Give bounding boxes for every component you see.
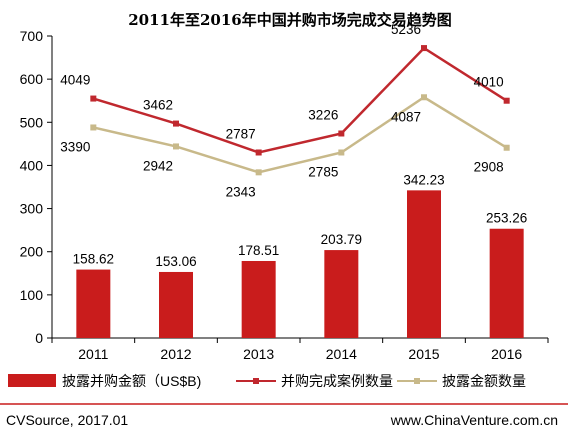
bar	[76, 269, 111, 338]
x-tick-label: 2015	[408, 346, 439, 362]
y-tick-label: 100	[20, 287, 44, 303]
y-tick-label: 400	[20, 157, 44, 173]
series-data-label: 3390	[60, 139, 90, 154]
y-tick-label: 0	[35, 330, 43, 346]
series-data-label: 5236	[391, 22, 421, 37]
legend-bar-swatch	[8, 374, 56, 387]
line-series: 4049 3462 2787 3226 5236 4010 3390 2942 2343 2785…	[60, 22, 510, 199]
series-marker	[255, 149, 262, 156]
series-marker	[255, 169, 262, 176]
bar-data-label: 158.62	[73, 252, 114, 267]
series-marker	[173, 143, 179, 150]
series-marker	[421, 45, 427, 52]
series-marker	[338, 149, 345, 156]
y-tick-label: 600	[20, 71, 44, 87]
series-line	[92, 46, 508, 154]
series-data-label: 3462	[143, 98, 173, 113]
series-line	[93, 95, 508, 174]
series-marker	[421, 94, 427, 101]
bar-data-label: 153.06	[155, 254, 196, 269]
series-data-label: 2942	[143, 158, 173, 173]
x-tick-label: 2014	[326, 346, 357, 362]
y-tick-label: 200	[20, 244, 44, 260]
series-marker	[90, 124, 97, 131]
bar-series: 158.62 153.06 178.51 203.79 342.23 253.26	[73, 172, 527, 338]
series-marker	[173, 120, 179, 127]
bar	[159, 271, 193, 338]
series-data-label: 4049	[60, 73, 90, 88]
chart-title: 2011年至2016年中国并购市场完成交易趋势图	[128, 11, 452, 29]
x-tick-label: 2012	[160, 346, 191, 362]
y-tick-label: 300	[20, 201, 44, 217]
series-marker	[90, 95, 97, 102]
x-tick-label: 2016	[491, 346, 522, 362]
bar	[241, 260, 276, 338]
series-marker	[503, 144, 510, 151]
series-data-label: 2787	[226, 126, 256, 141]
series-marker	[503, 97, 510, 104]
website-text: www.ChinaVenture.com.cn	[390, 412, 558, 428]
legend-line-marker	[414, 378, 420, 384]
legend-line-label: 披露金额数量	[442, 373, 526, 389]
bar-data-label: 342.23	[403, 172, 444, 187]
series-data-label: 4087	[391, 109, 421, 124]
bar-data-label: 178.51	[238, 243, 279, 258]
series-data-label: 2908	[474, 160, 504, 175]
series-data-label: 4010	[474, 75, 504, 90]
legend-bar-label: 披露并购金额（US$B)	[62, 373, 201, 389]
axes: 0 100 200 300 400 500 600 700 2011 2012 2013 2014 20…	[20, 28, 549, 362]
x-tick-label: 2013	[243, 346, 274, 362]
y-tick-label: 500	[20, 114, 44, 130]
legend-line-label: 并购完成案例数量	[281, 373, 393, 389]
series-data-label: 3226	[308, 108, 338, 123]
bar	[489, 228, 524, 338]
bar-data-label: 203.79	[321, 232, 362, 247]
series-data-label: 2785	[308, 164, 338, 179]
bar	[324, 250, 359, 338]
bar-data-label: 253.26	[486, 211, 527, 226]
bar	[407, 190, 441, 338]
series-marker	[338, 130, 345, 137]
legend-line-marker	[253, 378, 259, 384]
y-tick-label: 700	[20, 28, 44, 44]
legend: 披露并购金额（US$B) 并购完成案例数量 披露金额数量	[8, 373, 526, 389]
series-data-label: 2343	[226, 184, 256, 199]
source-text: CVSource, 2017.01	[6, 412, 128, 428]
x-tick-label: 2011	[78, 346, 108, 362]
